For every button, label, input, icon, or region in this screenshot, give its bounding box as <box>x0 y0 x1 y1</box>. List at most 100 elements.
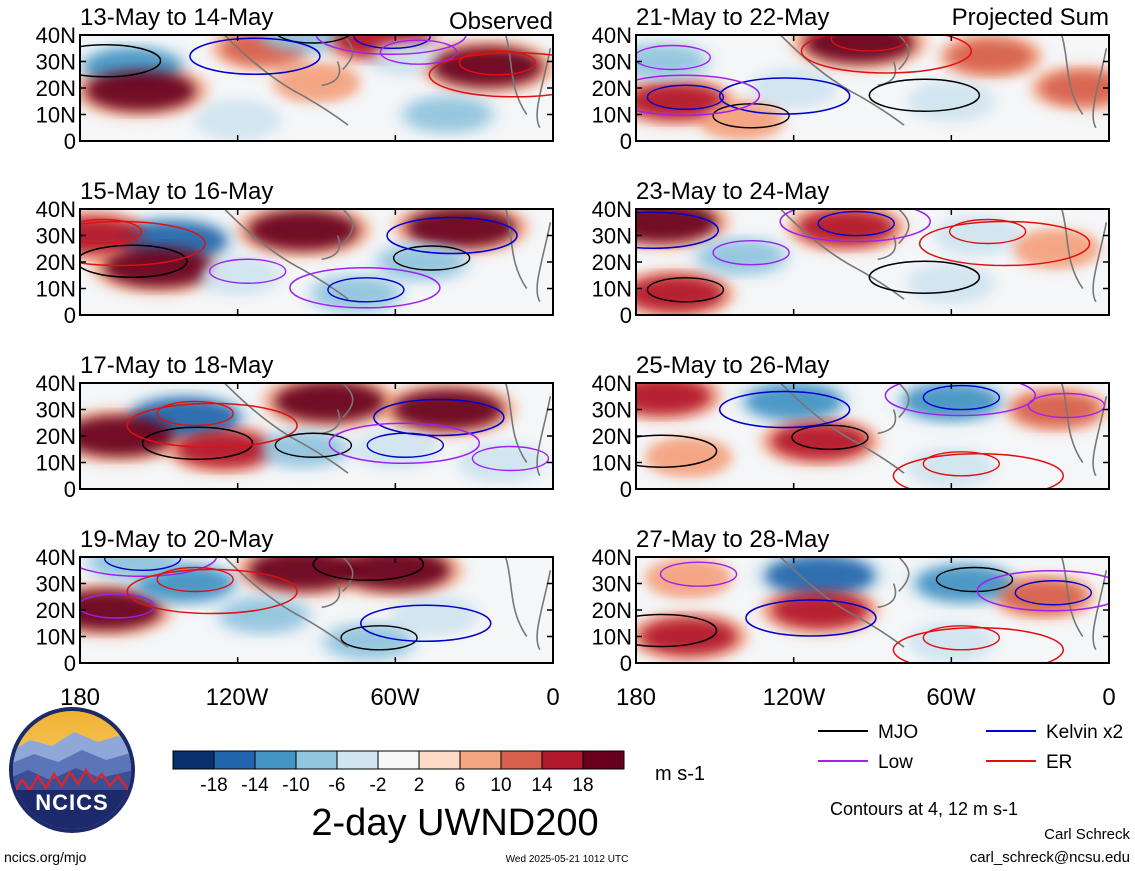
contour-line <box>208 258 287 284</box>
contour-line <box>830 35 909 52</box>
anomaly-cell <box>80 589 162 631</box>
legend-label-kelvin: Kelvin x2 <box>1046 722 1123 743</box>
contour-line <box>156 566 234 593</box>
contour-line <box>276 35 351 44</box>
y-tick-label: 0 <box>64 129 76 154</box>
coastline <box>779 209 1108 303</box>
contour-line <box>458 50 537 76</box>
panel-title: 21-May to 22-May <box>636 4 829 31</box>
colorbar-tick-label: 18 <box>572 775 593 796</box>
anomaly-cell <box>636 383 711 415</box>
colorbar-tick-label: -18 <box>200 775 227 796</box>
contour-line <box>922 625 1001 651</box>
anomaly-cell <box>280 68 353 98</box>
legend-label-mjo: MJO <box>878 722 918 743</box>
y-tick-label: 10N <box>592 103 632 128</box>
anomaly-cell <box>636 45 705 78</box>
y-tick-label: 20N <box>36 76 76 101</box>
x-axis-left: 180 120W 60W 0 <box>60 684 560 711</box>
anomaly-cell <box>327 625 412 659</box>
coastline <box>779 383 1108 477</box>
contour-line <box>636 44 711 71</box>
contour-line <box>156 400 234 427</box>
x-tick-label: 120W <box>206 684 269 711</box>
y-tick-label: 10N <box>36 451 76 476</box>
y-tick-label: 0 <box>620 129 632 154</box>
y-tick-label: 40N <box>36 371 76 396</box>
y-tick-label: 30N <box>592 50 632 75</box>
contour-line <box>892 627 1065 663</box>
colorbar-swatch <box>336 750 379 770</box>
x-tick-label: 60W <box>926 684 976 711</box>
contour-line <box>868 260 981 294</box>
contour-line <box>636 613 718 648</box>
colorbar-tick-label: 2 <box>414 775 425 796</box>
contour-line <box>745 599 877 637</box>
contour-line <box>126 402 298 449</box>
contour-line <box>80 44 162 78</box>
y-tick-label: 40N <box>36 545 76 570</box>
ncics-logo: NCICS <box>9 707 135 833</box>
y-tick-label: 30N <box>36 572 76 597</box>
coastline <box>779 557 1108 651</box>
x-tick-label: 120W <box>763 684 826 711</box>
y-tick-label: 10N <box>592 625 632 650</box>
author-email: carl_schreck@ncsu.edu <box>970 849 1130 866</box>
anomaly-cell <box>248 557 359 591</box>
anomaly-cell <box>379 245 464 279</box>
column-label-observed: Observed <box>449 8 553 35</box>
anomaly-cell <box>765 557 875 596</box>
contour-line <box>189 37 321 75</box>
anomaly-cell <box>640 618 737 655</box>
anomaly-cell <box>90 557 175 579</box>
contour-line <box>274 432 353 458</box>
anomaly-cell <box>202 105 274 135</box>
y-tick-label: 40N <box>36 197 76 222</box>
contour-line <box>471 445 550 472</box>
website-link[interactable]: ncics.org/mjo <box>4 849 87 865</box>
y-tick-label: 10N <box>36 625 76 650</box>
anomaly-cell <box>80 415 175 457</box>
anomaly-cell <box>405 98 490 131</box>
colorbar-tick-label: -10 <box>282 775 309 796</box>
contour-line <box>636 211 720 249</box>
colorbar-tick-label: 6 <box>455 775 466 796</box>
x-tick-label: 180 <box>616 684 656 711</box>
contour-line <box>289 267 441 309</box>
contour-line <box>935 566 1014 593</box>
contour-line <box>428 52 553 98</box>
y-tick-label: 20N <box>36 598 76 623</box>
anomaly-cell <box>1040 71 1109 105</box>
colorbar-swatch <box>459 750 502 770</box>
anomaly-cell <box>1014 393 1099 426</box>
coastline <box>779 35 1108 129</box>
contour-line <box>817 210 895 237</box>
contour-line <box>80 220 206 267</box>
contour-line <box>791 424 869 450</box>
y-tick-label: 10N <box>36 103 76 128</box>
coastline <box>223 35 552 129</box>
contour-line <box>340 625 418 651</box>
contour-line <box>141 426 254 460</box>
panel-title: 25-May to 26-May <box>636 352 829 379</box>
anomaly-cell <box>274 383 385 422</box>
y-tick-label: 20N <box>36 250 76 275</box>
coastline <box>223 557 552 651</box>
anomaly-cell <box>176 430 273 468</box>
contour-line <box>868 78 981 112</box>
contour-line <box>327 277 405 303</box>
colorbar: -18 -14 -10 -6 -2 2 6 10 14 18 <box>172 750 625 796</box>
anomaly-cell <box>399 600 471 630</box>
panel-title: 15-May to 16-May <box>80 178 273 205</box>
anomaly-cell <box>948 39 1033 73</box>
contour-line <box>366 432 445 458</box>
anomaly-cell <box>313 277 398 311</box>
y-tick-label: 30N <box>36 224 76 249</box>
y-tick-label: 30N <box>36 50 76 75</box>
anomaly-cell <box>758 73 830 103</box>
contour-line <box>884 383 1037 417</box>
